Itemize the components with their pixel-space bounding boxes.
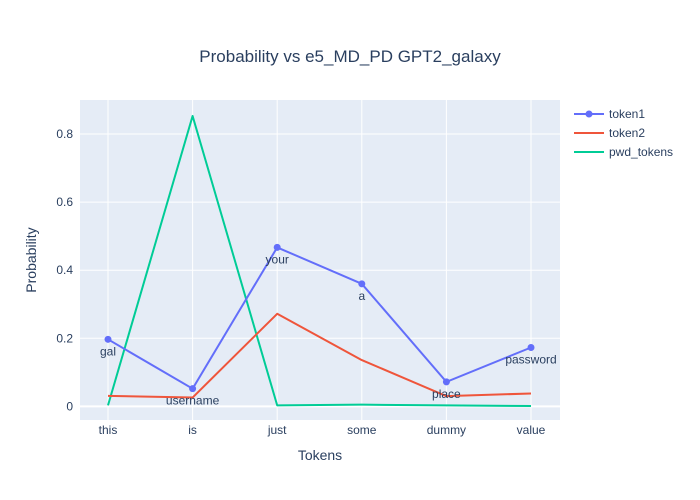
point-label: place	[432, 387, 461, 401]
y-tick-label: 0.6	[56, 195, 73, 209]
legend-marker	[585, 110, 593, 118]
legend-item-token1[interactable]: token1	[574, 107, 645, 121]
x-tick-label: just	[267, 423, 287, 437]
series-layer	[104, 115, 535, 408]
x-tick-label: this	[99, 423, 118, 437]
x-tick-label: some	[347, 423, 377, 437]
series-line-pwd-tokens	[107, 115, 532, 408]
data-point[interactable]	[527, 343, 535, 351]
data-point[interactable]	[104, 335, 112, 343]
point-label: your	[266, 252, 289, 266]
data-point[interactable]	[442, 378, 450, 386]
series-token2	[107, 312, 532, 399]
series-line-token2	[107, 312, 532, 399]
legend-label: token1	[609, 107, 645, 121]
y-tick-label: 0.8	[56, 127, 73, 141]
series-pwd-tokens	[107, 115, 532, 408]
point-label: gal	[100, 344, 116, 358]
data-point[interactable]	[189, 385, 197, 393]
legend-label: pwd_tokens	[609, 145, 673, 159]
point-label-layer: gal username your a place password	[100, 252, 557, 407]
legend-label: token2	[609, 126, 645, 140]
y-tick-label: 0.2	[56, 331, 73, 345]
data-point[interactable]	[273, 243, 281, 251]
data-point[interactable]	[358, 280, 366, 288]
chart-title: Probability vs e5_MD_PD GPT2_galaxy	[199, 47, 501, 66]
x-tick-label: dummy	[427, 423, 466, 437]
legend-item-token2[interactable]: token2	[574, 126, 645, 140]
x-tick-layer: this is just some dummy value	[99, 423, 546, 437]
x-tick-label: value	[517, 423, 546, 437]
x-axis-title: Tokens	[298, 447, 342, 463]
point-label: password	[505, 352, 556, 366]
series-line-token1	[107, 246, 532, 390]
legend-item-pwd-tokens[interactable]: pwd_tokens	[574, 145, 673, 159]
y-tick-layer: 0 0.2 0.4 0.6 0.8	[56, 127, 73, 413]
point-label: username	[166, 394, 220, 408]
y-tick-label: 0.4	[56, 263, 73, 277]
grid-layer	[80, 100, 560, 420]
point-label: a	[358, 289, 365, 303]
y-tick-label: 0	[66, 399, 73, 413]
legend[interactable]: token1 token2 pwd_tokens	[574, 107, 673, 159]
plot-background	[80, 100, 560, 420]
series-token1	[104, 243, 535, 393]
x-tick-label: is	[188, 423, 197, 437]
y-axis-title: Probability	[23, 227, 39, 292]
